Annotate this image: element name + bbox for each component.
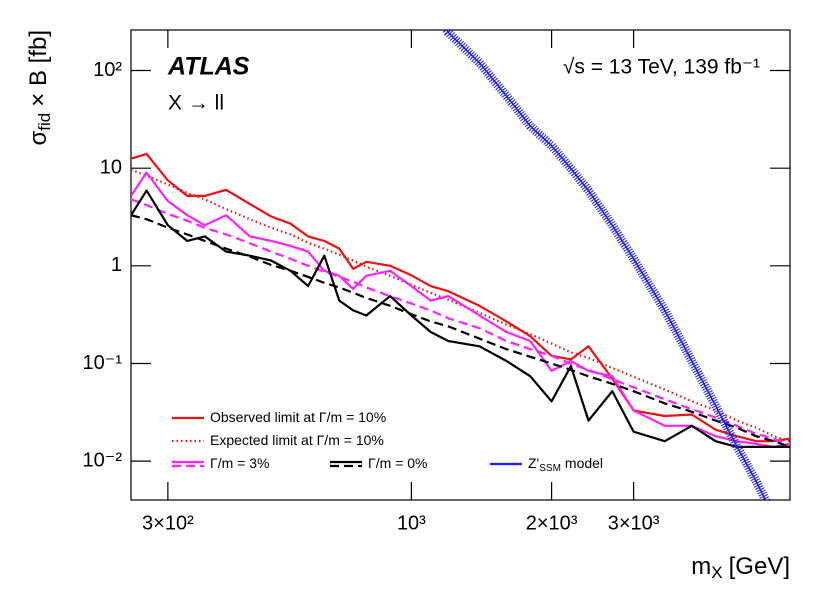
legend-text: Γ/m = 3%	[210, 455, 269, 471]
observed-line	[131, 171, 790, 448]
legend: Observed limit at Γ/m = 10% Expected limi…	[172, 409, 603, 474]
x-tick-label: 3×10³	[608, 512, 660, 534]
expected-line	[131, 198, 790, 447]
legend-text: Γ/m = 0%	[368, 455, 427, 471]
observed-line	[131, 189, 790, 448]
x-label-sub: X	[711, 563, 722, 582]
legend-text: Observed limit at Γ/m = 10%	[210, 409, 386, 425]
y-label-sub: fid	[35, 113, 54, 131]
x-label-main: m	[691, 553, 711, 580]
plot-area	[131, 30, 790, 500]
observed-line	[131, 152, 790, 443]
x-label-rest: [GeV]	[729, 553, 790, 580]
legend-text: Expected limit at Γ/m = 10%	[210, 432, 384, 448]
y-tick-label: 10	[100, 156, 122, 178]
expected-line	[131, 168, 790, 443]
y-tick-label: 10⁻²	[83, 449, 123, 471]
model-band	[441, 30, 771, 500]
x-tick-label: 10³	[397, 512, 426, 534]
y-axis-label: σfid × B [fb]	[25, 30, 54, 146]
legend-label: Expected limit at Γ/m = 10%	[210, 432, 384, 448]
process-label: X → ll	[168, 92, 224, 115]
legend-label: Γ/m = 3%	[210, 455, 269, 471]
y-tick-label: 1	[111, 254, 122, 276]
y-label-rest: × B [fb]	[25, 30, 52, 107]
model-line	[445, 30, 767, 500]
plot-frame	[130, 29, 791, 501]
energy-label: √s = 13 TeV, 139 fb⁻¹	[563, 56, 760, 79]
legend-text: SSM	[539, 463, 561, 474]
legend-label: Observed limit at Γ/m = 10%	[210, 409, 386, 425]
legend-text: Z'	[528, 455, 539, 471]
experiment-label: ATLAS	[167, 53, 250, 81]
x-tick-label: 3×10²	[142, 512, 194, 534]
x-tick-label: 2×10³	[526, 512, 578, 534]
legend-text: model	[565, 455, 603, 471]
legend-label: Γ/m = 0%	[368, 455, 427, 471]
x-axis-label: mX [GeV]	[691, 553, 790, 582]
y-tick-label: 10⁻¹	[83, 352, 123, 374]
y-label-main: σ	[25, 131, 52, 146]
legend-label: Z'SSM model	[528, 455, 603, 474]
y-tick-label: 10²	[93, 59, 122, 81]
